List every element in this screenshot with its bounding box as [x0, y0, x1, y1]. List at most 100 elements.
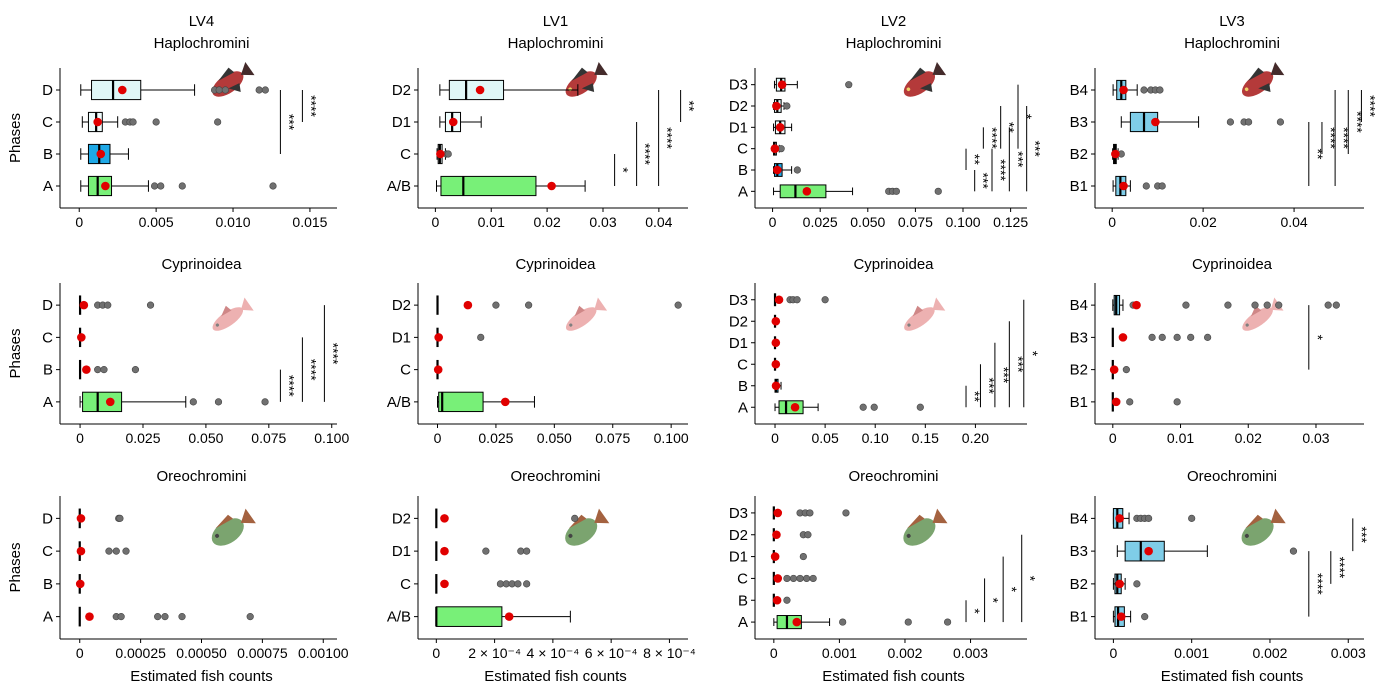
outlier-point — [112, 547, 120, 555]
x-tick-label: 0 — [770, 645, 778, 661]
box — [771, 336, 781, 350]
significance-label: * — [1004, 587, 1020, 593]
outlier-point — [214, 398, 223, 406]
y-tick-label: A — [738, 614, 748, 631]
box — [773, 615, 952, 630]
outlier-point — [799, 552, 807, 561]
outlier-point — [157, 182, 165, 190]
outlier-point — [1289, 547, 1298, 555]
x-tick-label: 0 — [1109, 645, 1117, 661]
mean-point — [802, 187, 812, 196]
outlier-point — [221, 86, 229, 94]
y-tick-label: C — [737, 570, 748, 587]
x-tick-label: 0.001 — [1174, 645, 1209, 661]
x-tick-label: 0.15 — [912, 430, 939, 446]
fish-tail — [594, 61, 608, 76]
box — [436, 295, 682, 315]
x-tick-label: 0.005 — [139, 214, 174, 230]
outlier-point — [261, 86, 269, 94]
significance-label: *** — [281, 114, 297, 131]
box — [435, 574, 531, 594]
panel-title: LV2 — [881, 13, 907, 30]
y-tick-label: D2 — [729, 313, 748, 330]
x-tick-label: 0.05 — [811, 430, 838, 446]
y-tick-label: D2 — [392, 510, 411, 527]
mean-point — [774, 295, 784, 305]
fish-body — [1241, 71, 1274, 97]
mean-point — [1115, 579, 1124, 589]
y-tick-label: B — [738, 162, 748, 179]
significance-label: **** — [1362, 95, 1378, 117]
mean-point — [547, 181, 556, 191]
y-tick-label: D1 — [392, 543, 411, 560]
x-tick-label: 0.075 — [898, 214, 933, 230]
significance-label: ** — [967, 154, 983, 165]
x-tick-label: 0.025 — [803, 214, 838, 230]
outlier-point — [482, 547, 490, 555]
mean-point — [475, 85, 485, 95]
x-axis-title: Estimated fish counts — [1161, 668, 1304, 685]
significance-label: **** — [303, 359, 319, 381]
panel-subtitle: Cyprinoidea — [515, 256, 596, 273]
y-tick-label: B1 — [1070, 609, 1088, 626]
box — [774, 400, 924, 415]
box — [1120, 111, 1285, 133]
outlier-point — [154, 613, 162, 621]
outlier-point — [1324, 301, 1332, 309]
x-tick-label: 0.04 — [645, 214, 672, 230]
oreochromini-fish-icon — [565, 508, 610, 546]
fish-tail — [932, 61, 947, 76]
mean-point — [1111, 149, 1120, 159]
outlier-point — [870, 403, 878, 411]
x-tick-label: 0.003 — [953, 645, 988, 661]
y-tick-label: D1 — [729, 335, 748, 352]
oreochromini-fish-icon — [903, 508, 948, 546]
mean-point — [1111, 397, 1121, 407]
haplochromini-fish-icon — [212, 61, 255, 97]
significance-label: ** — [967, 391, 983, 402]
outlier-point — [783, 102, 791, 110]
box — [76, 508, 124, 529]
x-axis-title: Estimated fish counts — [130, 668, 273, 685]
significance-label: **** — [325, 343, 341, 365]
cyprinoidea-fish-icon — [904, 297, 946, 331]
box — [1112, 606, 1149, 627]
y-tick-label: B4 — [1070, 510, 1088, 527]
y-tick-label: B — [43, 362, 53, 379]
outlier-point — [214, 118, 222, 126]
box — [1112, 79, 1164, 101]
mean-point — [790, 402, 800, 412]
y-tick-label: D1 — [392, 114, 411, 131]
x-tick-label: 0.100 — [945, 214, 980, 230]
significance-label: * — [1310, 335, 1326, 341]
y-tick-label: C — [42, 543, 53, 560]
box — [78, 359, 140, 380]
y-tick-label: B3 — [1070, 114, 1088, 131]
x-tick-label: 0.10 — [862, 430, 889, 446]
box — [433, 359, 443, 380]
fish-eye — [1244, 533, 1249, 538]
outlier-point — [804, 531, 812, 539]
y-tick-label: B — [738, 378, 748, 395]
y-tick-label: B4 — [1070, 297, 1088, 314]
outlier-point — [525, 301, 533, 309]
significance-label: **** — [638, 143, 654, 165]
outlier-point — [571, 514, 579, 522]
haplochromini-fish-icon — [565, 61, 608, 97]
iqr-box — [87, 175, 113, 197]
x-tick-label: 0.00025 — [115, 645, 166, 661]
fish-fin — [912, 305, 924, 317]
cyprinoidea-fish-icon — [212, 297, 254, 331]
outlier-point — [105, 547, 113, 555]
box — [772, 506, 850, 520]
outlier-point — [789, 574, 798, 583]
iqr-box — [91, 79, 142, 101]
box — [434, 327, 485, 348]
box — [437, 391, 535, 413]
fish-fin — [581, 83, 595, 93]
x-tick-label: 0 — [432, 645, 440, 661]
x-tick-label: 0.03 — [1302, 430, 1329, 446]
outlier-point — [1140, 86, 1148, 94]
fish-body — [212, 307, 244, 331]
